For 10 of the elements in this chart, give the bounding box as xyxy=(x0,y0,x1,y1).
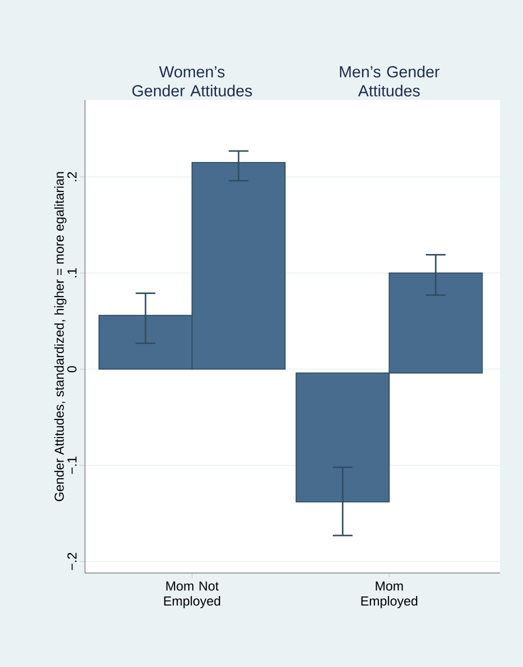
x-tick-label: Mom Not Employed xyxy=(164,582,220,608)
y-axis-title: Gender Attitudes, standardized, higher = more egalitarian xyxy=(54,172,66,502)
y-tick-label: −.1 xyxy=(68,456,76,474)
y-tick-label: .2 xyxy=(67,172,76,182)
y-tick-label: −.2 xyxy=(67,552,76,570)
x-tick-label: Mom Employed xyxy=(361,582,418,608)
y-tick-label: 0 xyxy=(67,366,76,372)
y-tick-label: .1 xyxy=(68,268,76,278)
text: Women’s Gender Attitudes xyxy=(132,66,252,96)
text: Men’s Gender Attitudes xyxy=(340,66,440,96)
